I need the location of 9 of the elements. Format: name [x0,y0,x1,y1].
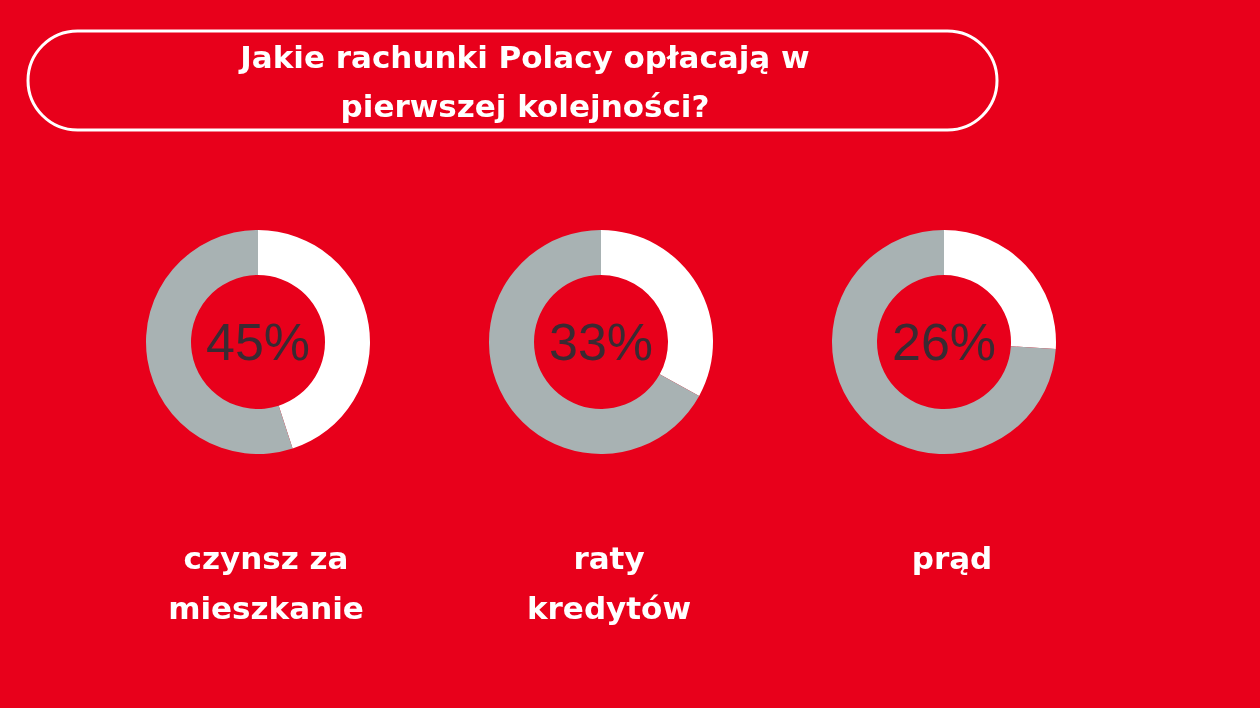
text: 33% [548,313,654,371]
donut-slice [832,230,1056,454]
donut-slice [489,230,700,454]
text: czynsz za mieszkanie [168,540,364,626]
text: prąd [911,540,993,576]
text: 26% [891,313,997,371]
text: 45% [205,313,311,371]
text: Jakie rachunki Polacy opłacają w pierwszej kolejności? [238,39,810,124]
text: raty kredytów [526,540,692,626]
